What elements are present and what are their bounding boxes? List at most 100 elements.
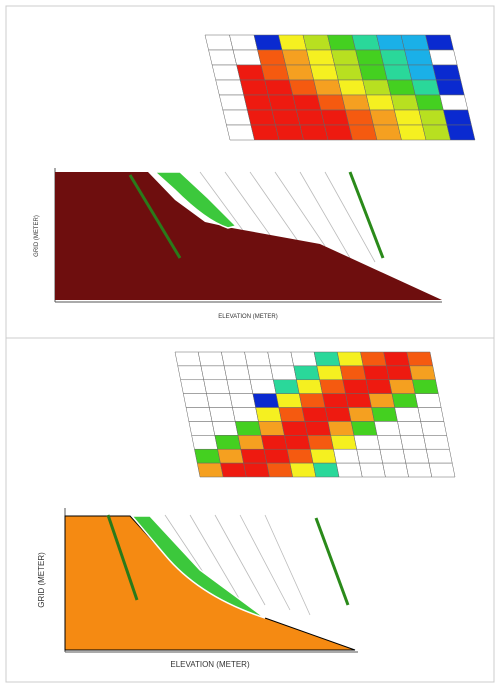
- heatmap-cell: [363, 80, 391, 95]
- heatmap-cell: [198, 352, 224, 366]
- heatmap-cell: [369, 394, 395, 408]
- heatmap-cell: [426, 35, 454, 50]
- heatmap-cell: [268, 352, 294, 366]
- heatmap-cell: [289, 80, 317, 95]
- heatmap-cell: [335, 65, 363, 80]
- heatmap-cell: [215, 435, 241, 449]
- heatmap-cell: [325, 408, 351, 422]
- heatmap-cell: [305, 421, 331, 435]
- heatmap-cell: [221, 352, 247, 366]
- heatmap-cell: [209, 50, 237, 65]
- heatmap-cell: [286, 65, 314, 80]
- heatmap-cell: [389, 380, 415, 394]
- heatmap-cell: [247, 110, 275, 125]
- heatmap-cell: [346, 394, 372, 408]
- heatmap-cell: [386, 366, 412, 380]
- heatmap-cell: [418, 408, 444, 422]
- heatmap-cell: [340, 366, 366, 380]
- heatmap-cell: [349, 125, 377, 140]
- heatmap-cell: [272, 110, 300, 125]
- heatmap-cell: [377, 35, 405, 50]
- heatmap-cell: [370, 110, 398, 125]
- heatmap-cell: [181, 380, 207, 394]
- y-axis-label: GRID (METER): [37, 552, 46, 608]
- heatmap-cell: [256, 408, 282, 422]
- heatmap-cell: [440, 95, 468, 110]
- heatmap-cell: [321, 110, 349, 125]
- heatmap-cell: [244, 95, 272, 110]
- heatmap-cell: [308, 435, 334, 449]
- heatmap-cell: [250, 380, 276, 394]
- heatmap-cell: [240, 80, 268, 95]
- heatmap-cell: [282, 421, 308, 435]
- heatmap-cell: [299, 394, 325, 408]
- heatmap-cell: [261, 65, 289, 80]
- heatmap-cell: [415, 394, 441, 408]
- heatmap-cell: [219, 95, 247, 110]
- heatmap-cell: [254, 35, 282, 50]
- heatmap-cell: [422, 125, 450, 140]
- heatmap-cell: [189, 421, 215, 435]
- heatmap-cell: [345, 110, 373, 125]
- heatmap-cell: [261, 435, 287, 449]
- x-axis-label: ELEVATION (METER): [170, 660, 250, 669]
- heatmap-cell: [421, 421, 447, 435]
- heatmap-cell: [235, 421, 261, 435]
- heatmap-cell: [352, 35, 380, 50]
- heatmap-cell: [415, 95, 443, 110]
- heatmap-cell: [241, 449, 267, 463]
- heatmap-cell: [395, 408, 421, 422]
- heatmap-cell: [356, 50, 384, 65]
- heatmap-cell: [343, 380, 369, 394]
- heatmap-cell: [258, 421, 284, 435]
- heatmap-cell: [238, 435, 264, 449]
- heatmap-cell: [207, 394, 233, 408]
- heatmap-cell: [412, 380, 438, 394]
- x-axis-label: ELEVATION (METER): [218, 314, 277, 320]
- heatmap-cell: [291, 352, 317, 366]
- heatmap-cell: [387, 80, 415, 95]
- heatmap-cell: [391, 95, 419, 110]
- heatmap-cell: [374, 421, 400, 435]
- heatmap-cell: [394, 110, 422, 125]
- heatmap-cell: [201, 366, 227, 380]
- heatmap-cell: [223, 110, 251, 125]
- heatmap-cell: [342, 95, 370, 110]
- heatmap: [175, 352, 455, 477]
- heatmap-cell: [322, 394, 348, 408]
- heatmap-cell: [400, 435, 426, 449]
- figure: ELEVATION (METER) GRID (METER) ELEVATION…: [0, 0, 500, 688]
- heatmap-cell: [251, 125, 279, 140]
- heatmap-cell: [423, 435, 449, 449]
- heatmap-cell: [224, 366, 250, 380]
- heatmap-cell: [407, 352, 433, 366]
- heatmap-cell: [310, 449, 336, 463]
- heatmap-cell: [331, 435, 357, 449]
- heatmap-cell: [377, 435, 403, 449]
- heatmap-cell: [331, 50, 359, 65]
- heatmap-cell: [253, 394, 279, 408]
- heatmap-cell: [447, 125, 475, 140]
- heatmap-cell: [194, 449, 220, 463]
- heatmap-cell: [284, 435, 310, 449]
- heatmap-cell: [324, 125, 352, 140]
- heatmap-cell: [205, 35, 233, 50]
- heatmap-cell: [227, 380, 253, 394]
- heatmap-cell: [359, 65, 387, 80]
- heatmap-cell: [313, 463, 339, 477]
- heatmap-cell: [383, 463, 409, 477]
- heatmap-cell: [204, 380, 230, 394]
- heatmap-cell: [359, 463, 385, 477]
- heatmap-cell: [268, 95, 296, 110]
- heatmap-cell: [226, 125, 254, 140]
- heatmap-cell: [405, 50, 433, 65]
- heatmap-cell: [398, 421, 424, 435]
- heatmap-cell: [247, 366, 273, 380]
- heatmap-cell: [282, 50, 310, 65]
- heatmap-cell: [317, 95, 345, 110]
- heatmap-cell: [443, 110, 471, 125]
- heatmap-cell: [276, 394, 302, 408]
- heatmap-cell: [212, 421, 238, 435]
- heatmap-cell: [363, 366, 389, 380]
- heatmap-cell: [380, 50, 408, 65]
